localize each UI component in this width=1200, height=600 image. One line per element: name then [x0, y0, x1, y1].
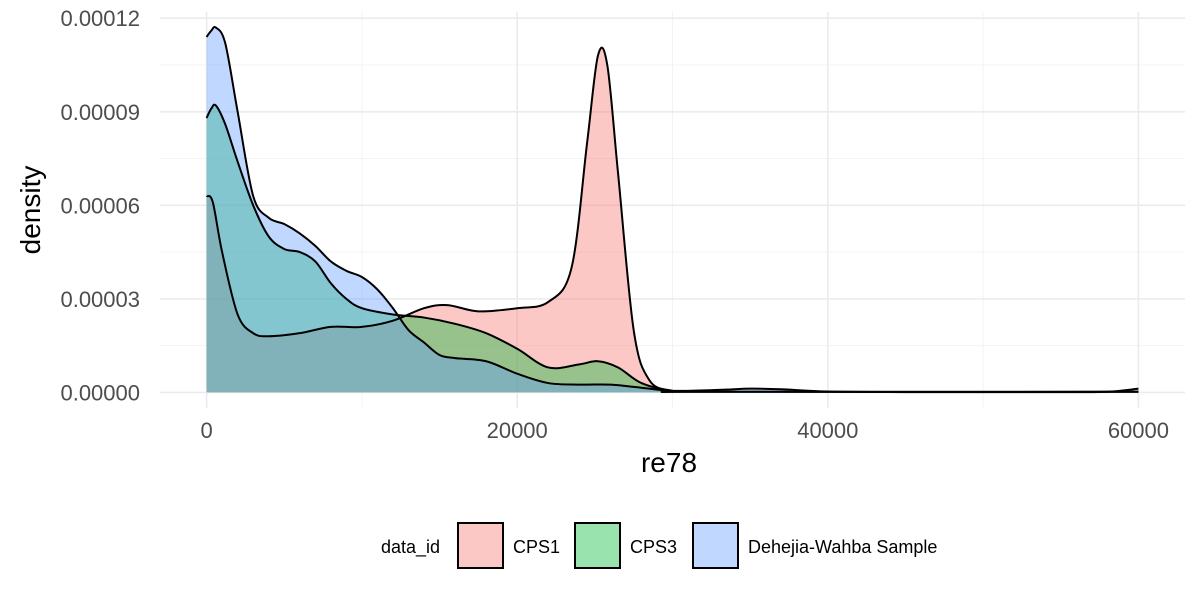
y-tick-label: 0.00003 [60, 287, 140, 312]
y-tick-label: 0.00009 [60, 100, 140, 125]
legend-title: data_id [381, 537, 440, 558]
y-axis-ticks: 0.00000 0.00003 0.00006 0.00009 0.00012 [60, 6, 140, 405]
x-tick-label: 40000 [797, 418, 858, 443]
legend-label-cps3: CPS3 [630, 537, 677, 557]
x-axis-ticks: 0 20000 40000 60000 [200, 418, 1169, 443]
legend-label-dehejia-wahba-sample: Dehejia-Wahba Sample [748, 537, 937, 557]
legend: data_id CPS1 CPS3 Dehejia-Wahba Sample [381, 522, 937, 569]
y-axis-title: density [15, 166, 46, 255]
legend-key-cps1 [457, 522, 504, 569]
density-line-cps3 [205, 103, 1139, 393]
x-tick-label: 60000 [1108, 418, 1169, 443]
grid-lines [160, 12, 1185, 408]
y-tick-label: 0.00006 [60, 193, 140, 218]
y-tick-label: 0.00000 [60, 380, 140, 405]
density-line-dehejia-wahba-sample [205, 25, 1139, 394]
legend-key-dehejia-wahba-sample [692, 522, 739, 569]
density-outlines [205, 25, 1139, 394]
x-tick-label: 20000 [487, 418, 548, 443]
legend-key-cps3 [574, 522, 621, 569]
legend-label-cps1: CPS1 [513, 537, 560, 557]
x-tick-label: 0 [200, 418, 212, 443]
density-area-dehejia-wahba-sample [206, 26, 1139, 393]
x-axis-title: re78 [641, 447, 697, 478]
density-line-cps1 [205, 46, 1139, 394]
y-tick-label: 0.00012 [60, 6, 140, 31]
